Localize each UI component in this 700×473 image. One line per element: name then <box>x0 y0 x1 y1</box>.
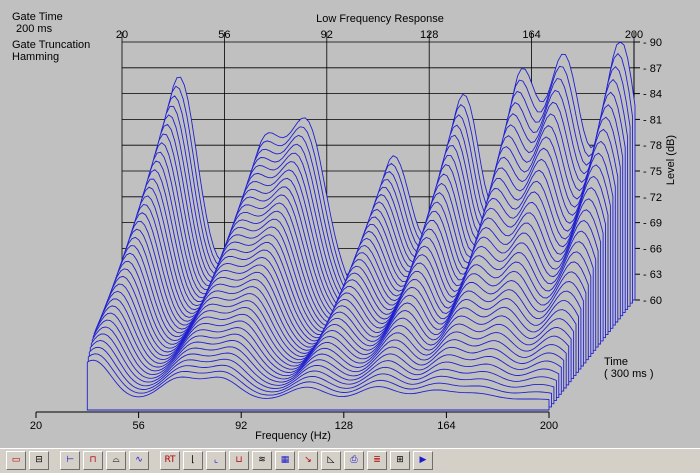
step-response-icon[interactable]: ⌊ <box>183 451 203 470</box>
x-tick-label: 128 <box>335 420 353 432</box>
settings-icon-glyph: ⊞ <box>396 455 404 465</box>
waterfall-icon[interactable]: ≋ <box>252 451 272 470</box>
y-tick-label: - 69 <box>643 218 662 230</box>
y-tick-label: - 60 <box>643 295 662 307</box>
play-icon[interactable]: ▶ <box>413 451 433 470</box>
tick-labels: - 60 - 63 - 66 - 69 - 72 - 75 - 78 - 81 - 84 - 87… <box>30 29 662 432</box>
truncation-label: Gate Truncation <box>12 39 90 51</box>
z-range-label: ( 300 ms ) <box>604 368 654 380</box>
settings-icon[interactable]: ⊞ <box>390 451 410 470</box>
window-icon-glyph: ⌓ <box>112 455 120 465</box>
printer-icon-glyph: ⎙ <box>350 455 358 465</box>
top-x-tick-label: 56 <box>218 29 230 41</box>
window-icon[interactable]: ⌓ <box>106 451 126 470</box>
graph-icon[interactable]: ◺ <box>321 451 341 470</box>
truncation-value: Hamming <box>12 51 59 63</box>
gate-label: Gate Time <box>12 11 63 23</box>
split-view-icon[interactable]: ⊟ <box>29 451 49 470</box>
waterfall-slice <box>86 359 550 411</box>
y-tick-label: - 81 <box>643 114 662 126</box>
top-x-tick-label: 20 <box>116 29 128 41</box>
decay-icon[interactable]: ⌞ <box>206 451 226 470</box>
x-tick-label: 56 <box>132 420 144 432</box>
grid-icon[interactable]: ▦ <box>275 451 295 470</box>
step-response-icon-glyph: ⌊ <box>191 455 195 465</box>
y-tick-label: - 87 <box>643 63 662 75</box>
print-icon-glyph: ▭ <box>11 455 21 465</box>
gate-value: 200 ms <box>16 23 53 35</box>
frequency-icon-glyph: ⊔ <box>235 455 243 465</box>
top-x-tick-label: 164 <box>522 29 540 41</box>
x-tick-label: 164 <box>437 420 455 432</box>
toolbar: ▭ ⊟ ⊢ ⊓ ⌓ ∿ RT ⌊ ⌞ ⊔ ≋ ▦ ↘ ◺ ⎙ ≣ ⊞ ▶ <box>0 448 700 473</box>
waterfall-slices <box>86 41 636 411</box>
play-icon-glyph: ▶ <box>419 455 427 465</box>
y-tick-label: - 78 <box>643 140 662 152</box>
y-tick-label: - 90 <box>643 37 662 49</box>
top-x-tick-label: 92 <box>321 29 333 41</box>
y-tick-label: - 66 <box>643 243 662 255</box>
notes-icon-glyph: ≣ <box>373 455 381 465</box>
y-axis-label: Level (dB) <box>665 135 677 185</box>
print-icon[interactable]: ▭ <box>6 451 26 470</box>
chart-title: Low Frequency Response <box>316 13 444 25</box>
filter-icon-glyph: ⊓ <box>89 455 97 465</box>
y-tick-label: - 84 <box>643 89 662 101</box>
filter-icon[interactable]: ⊓ <box>83 451 103 470</box>
graph-icon-glyph: ◺ <box>327 455 335 465</box>
marker-icon[interactable]: ↘ <box>298 451 318 470</box>
impulse-icon-glyph: ⊢ <box>66 455 74 465</box>
y-tick-label: - 63 <box>643 269 662 281</box>
decay-icon-glyph: ⌞ <box>213 455 219 465</box>
z-axis-label: Time <box>604 356 628 368</box>
rt-button-glyph: RT <box>164 455 176 465</box>
top-x-tick-label: 200 <box>625 29 643 41</box>
x-axis-label: Frequency (Hz) <box>255 430 331 442</box>
x-tick-label: 20 <box>30 420 42 432</box>
split-view-icon-glyph: ⊟ <box>35 455 43 465</box>
envelope-icon[interactable]: ∿ <box>129 451 149 470</box>
printer-icon[interactable]: ⎙ <box>344 451 364 470</box>
x-tick-label: 92 <box>235 420 247 432</box>
notes-icon[interactable]: ≣ <box>367 451 387 470</box>
envelope-icon-glyph: ∿ <box>135 455 143 465</box>
impulse-icon[interactable]: ⊢ <box>60 451 80 470</box>
top-x-tick-label: 128 <box>420 29 438 41</box>
marker-icon-glyph: ↘ <box>304 455 312 465</box>
y-tick-label: - 75 <box>643 166 662 178</box>
x-tick-label: 200 <box>540 420 558 432</box>
rt-button[interactable]: RT <box>160 451 180 470</box>
grid-icon-glyph: ▦ <box>280 455 290 465</box>
frequency-icon[interactable]: ⊔ <box>229 451 249 470</box>
waterfall-icon-glyph: ≋ <box>258 455 266 465</box>
y-tick-label: - 72 <box>643 192 662 204</box>
